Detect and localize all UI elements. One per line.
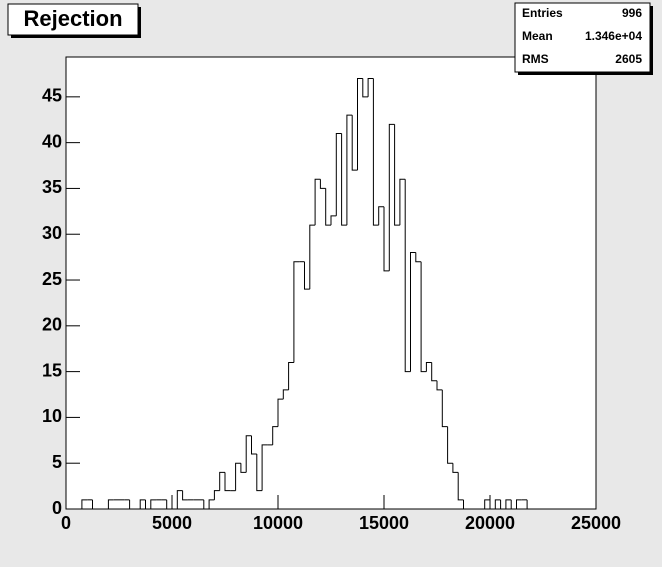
histogram-bin — [107, 499, 114, 509]
histogram-bin — [277, 398, 284, 427]
stat-value: 1.346e+04 — [585, 29, 642, 43]
histogram-bin — [314, 178, 321, 226]
histogram-bin — [166, 499, 172, 510]
histogram-bin — [309, 224, 316, 290]
histogram-bin — [261, 444, 268, 491]
histogram-bin — [489, 499, 496, 510]
histogram-bin — [251, 435, 257, 455]
histogram-bin — [526, 499, 533, 510]
x-tick-label: 25000 — [571, 513, 621, 533]
histogram-bin — [325, 188, 331, 226]
histogram-bin — [463, 499, 469, 510]
histogram-bin — [383, 206, 390, 272]
x-tick-label: 20000 — [465, 513, 515, 533]
histogram-bin — [425, 361, 432, 372]
stats: Entries 996 Mean 1.346e+04 RMS 2605 — [522, 6, 642, 66]
histogram-bin — [304, 261, 310, 290]
y-tick-label: 20 — [42, 315, 62, 335]
histogram-bin — [240, 463, 247, 473]
y-tick-label: 40 — [42, 131, 62, 151]
histogram-bin — [145, 499, 151, 510]
y-tick-label: 5 — [52, 452, 62, 472]
histogram-bin — [319, 179, 326, 189]
histogram-bin — [431, 362, 437, 382]
x-tick-label: 10000 — [253, 513, 303, 533]
y-tick-label: 0 — [52, 498, 62, 518]
histogram-bin — [330, 215, 337, 226]
histogram-bin — [494, 499, 501, 509]
stat-label: RMS — [522, 52, 549, 66]
frame — [65, 56, 597, 510]
histogram-bin — [357, 78, 363, 171]
histogram-bin — [420, 261, 427, 373]
histogram-bin — [447, 426, 453, 464]
stats-box — [514, 2, 651, 73]
histogram-bin — [219, 471, 225, 491]
histogram-bin — [441, 389, 448, 428]
y-tick-label: 35 — [42, 177, 62, 197]
histogram-bin — [351, 115, 358, 171]
histogram-bin — [404, 179, 411, 373]
y-tick-label: 10 — [42, 406, 62, 426]
histogram-bin — [415, 252, 422, 263]
histogram-bin — [399, 178, 406, 226]
histogram-bin — [367, 78, 374, 97]
histogram-bin — [203, 499, 210, 510]
histogram-bin — [346, 114, 353, 226]
histogram-bin — [410, 252, 416, 372]
histogram-bin — [208, 499, 215, 509]
y-tick-label: 25 — [42, 269, 62, 289]
histogram-bin — [213, 490, 220, 500]
stat-value: 2605 — [615, 52, 642, 66]
histogram-bin — [394, 124, 400, 226]
x-tick-label: 0 — [61, 513, 71, 533]
histogram-bin — [256, 454, 263, 492]
histogram-bin — [182, 490, 188, 501]
histogram-bin — [436, 380, 443, 391]
histogram-bin — [245, 435, 252, 473]
histogram-bin — [505, 499, 512, 509]
title-box — [7, 3, 139, 36]
stat-value: 996 — [622, 6, 642, 20]
histogram-bin — [139, 499, 146, 509]
histogram-bin — [516, 499, 522, 509]
histogram-bin — [282, 389, 289, 400]
histogram-bin — [224, 472, 231, 492]
x-tick-label: 5000 — [152, 513, 192, 533]
histogram-bin — [388, 123, 395, 271]
x-tick-label: 15000 — [359, 513, 409, 533]
histogram-bin — [293, 261, 300, 363]
histogram-bin — [81, 499, 88, 509]
stat-label: Entries — [522, 6, 563, 20]
y-tick-label: 45 — [42, 86, 62, 106]
histogram-bin — [288, 361, 294, 390]
plot: 0 5 10 15 20 25 30 35 40 45 0 5000 10000 15000 20000 25… — [42, 78, 621, 533]
histogram-bin — [272, 426, 278, 445]
y-tick-label: 30 — [42, 223, 62, 243]
y-tick-label: 15 — [42, 360, 62, 380]
histogram-bin — [92, 499, 98, 510]
histogram-bin — [500, 499, 506, 510]
histogram-bin — [176, 490, 183, 509]
histogram-bin — [335, 132, 342, 216]
histogram-bin — [150, 499, 157, 509]
stat-label: Mean — [522, 29, 553, 43]
histogram-bin — [235, 462, 241, 491]
histogram-bin — [510, 499, 517, 510]
histogram-bin — [129, 499, 135, 510]
histogram-bin — [452, 463, 459, 473]
histogram-bin — [484, 499, 490, 509]
chart-title: Rejection — [23, 6, 122, 31]
histogram-bin — [362, 78, 369, 98]
histogram-bin — [378, 206, 384, 226]
histogram-bin — [341, 133, 347, 226]
histogram-bin — [372, 78, 379, 226]
histogram-bin — [457, 472, 464, 501]
